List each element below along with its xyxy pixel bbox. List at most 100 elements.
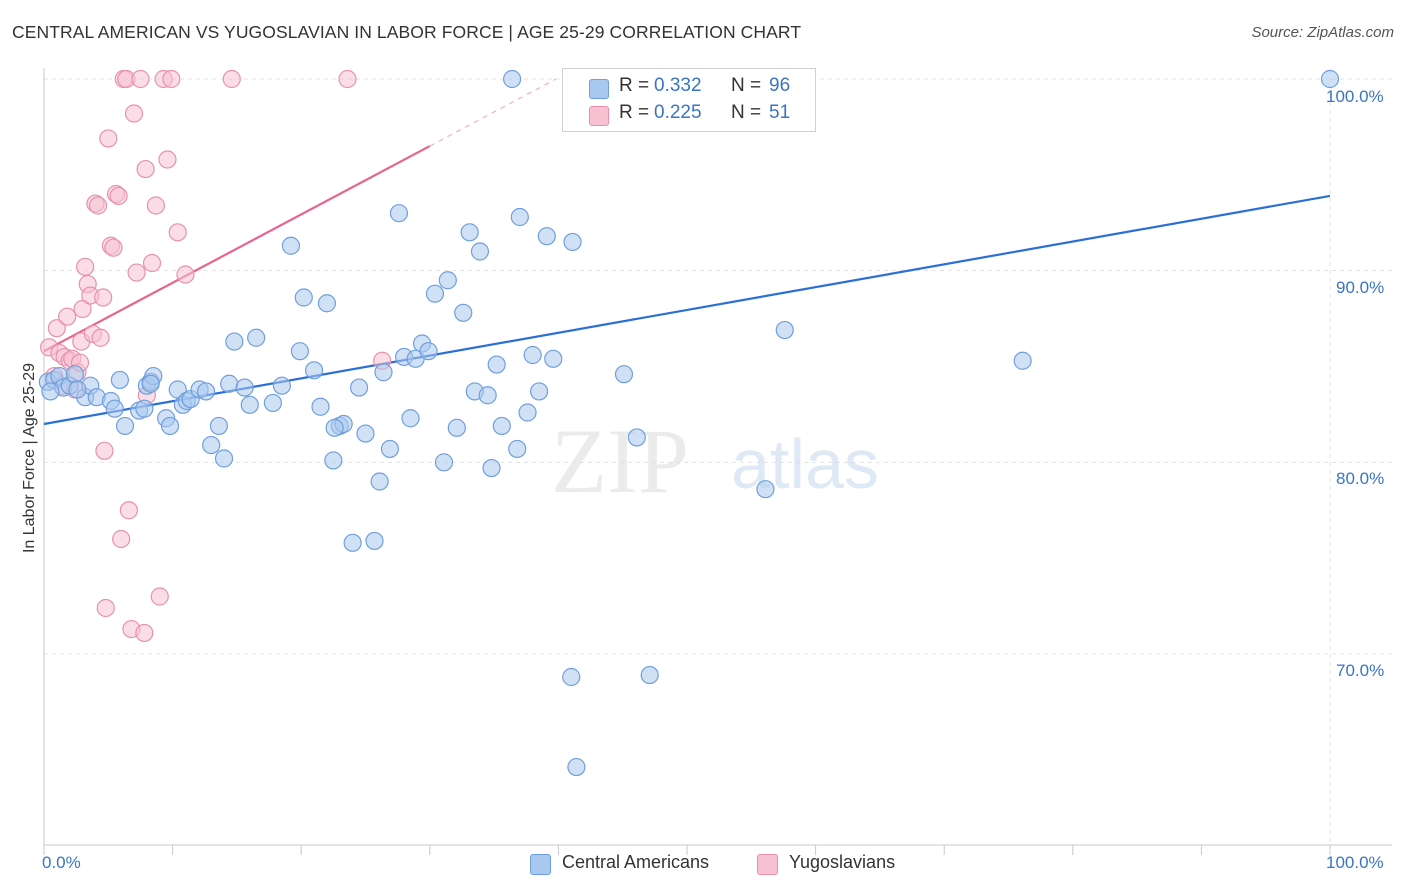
data-point xyxy=(365,531,384,551)
legend-label: Central Americans xyxy=(562,852,710,872)
data-point xyxy=(356,424,375,443)
data-point xyxy=(135,623,154,643)
source-credit: Source: ZipAtlas.com xyxy=(1251,24,1394,41)
n-label: N = xyxy=(731,102,762,123)
yugoslavians-trend-line xyxy=(43,145,431,353)
data-point xyxy=(470,242,490,261)
data-point xyxy=(756,480,775,499)
data-point xyxy=(65,365,84,384)
data-point xyxy=(530,382,549,401)
data-point xyxy=(136,159,155,179)
pink-swatch xyxy=(589,106,609,126)
data-point xyxy=(141,374,160,393)
data-point xyxy=(112,529,131,549)
legend-row-central-americans: R = 0.332 N = 96 xyxy=(563,75,815,103)
data-point xyxy=(503,69,522,89)
data-point xyxy=(324,451,343,470)
data-point xyxy=(209,416,228,436)
data-point xyxy=(454,303,473,322)
data-point xyxy=(150,587,169,606)
data-point xyxy=(544,349,563,368)
x-tick-label: 100.0% xyxy=(1326,853,1384,872)
data-point xyxy=(222,69,241,89)
data-point xyxy=(304,361,324,380)
central-americans-trend-line xyxy=(43,194,1331,426)
pink-swatch xyxy=(757,854,778,875)
y-tick-label: 100.0% xyxy=(1326,87,1384,106)
data-point xyxy=(115,416,135,436)
blue-swatch xyxy=(589,79,609,99)
data-point xyxy=(349,378,369,397)
data-point xyxy=(640,665,659,685)
y-tick-label: 70.0% xyxy=(1336,661,1385,680)
data-point xyxy=(247,328,266,347)
blue-swatch xyxy=(530,854,551,875)
data-point xyxy=(110,370,129,390)
n-value: 51 xyxy=(769,102,791,123)
data-point xyxy=(563,232,582,252)
y-tick-label: 90.0% xyxy=(1336,278,1385,297)
data-point xyxy=(389,204,409,223)
data-point xyxy=(176,265,195,284)
data-point xyxy=(401,409,420,428)
legend-label: Yugoslavians xyxy=(789,852,896,872)
r-label: R = xyxy=(619,102,650,123)
data-point xyxy=(214,449,234,468)
data-point xyxy=(447,418,466,437)
data-point xyxy=(325,418,344,437)
data-point xyxy=(68,380,87,399)
data-point xyxy=(135,399,154,418)
data-point xyxy=(240,395,259,414)
data-point xyxy=(627,428,646,447)
data-point xyxy=(438,271,457,290)
data-point xyxy=(158,150,177,169)
data-point xyxy=(510,207,529,227)
correlation-legend: R = 0.332 N = 96 R = 0.225 N = 51 xyxy=(562,68,816,132)
data-point xyxy=(168,223,187,242)
data-point xyxy=(76,257,95,276)
data-point xyxy=(104,238,123,257)
data-point xyxy=(99,129,118,148)
data-point xyxy=(220,374,239,393)
data-point xyxy=(343,533,362,552)
data-point xyxy=(370,472,389,491)
data-point xyxy=(88,196,108,215)
data-point xyxy=(460,223,479,242)
data-point xyxy=(146,196,165,215)
data-point xyxy=(119,501,138,520)
data-point xyxy=(162,69,181,89)
r-value: 0.225 xyxy=(654,102,702,123)
r-label: R = xyxy=(619,75,650,96)
data-point xyxy=(425,284,445,303)
y-tick-label: 80.0% xyxy=(1336,469,1385,488)
data-point xyxy=(142,253,162,273)
data-point xyxy=(487,355,506,374)
data-point xyxy=(281,236,301,255)
data-point xyxy=(294,288,313,307)
data-point xyxy=(91,328,110,347)
data-point xyxy=(58,307,77,326)
data-point xyxy=(419,342,438,361)
data-point xyxy=(272,376,292,395)
data-point xyxy=(95,441,114,460)
yugoslavians-trend-extension xyxy=(429,78,557,147)
data-point xyxy=(41,382,60,401)
data-point xyxy=(96,598,115,618)
data-point xyxy=(311,397,330,416)
data-point xyxy=(94,288,113,307)
data-point xyxy=(47,319,66,338)
central-american-points xyxy=(38,69,1340,777)
data-point xyxy=(614,365,634,384)
watermark-zip: ZIP xyxy=(551,410,689,512)
watermark-atlas: atlas xyxy=(731,425,879,503)
y-axis-label: In Labor Force | Age 25-29 xyxy=(21,362,38,554)
legend-row-yugoslavians: R = 0.225 N = 51 xyxy=(563,102,815,130)
data-point xyxy=(127,263,146,282)
data-point xyxy=(1013,351,1032,370)
data-point xyxy=(537,227,556,246)
data-point xyxy=(380,439,400,459)
data-point xyxy=(562,667,581,687)
watermark: ZIP atlas xyxy=(551,410,879,512)
yugoslavian-points xyxy=(40,69,392,643)
